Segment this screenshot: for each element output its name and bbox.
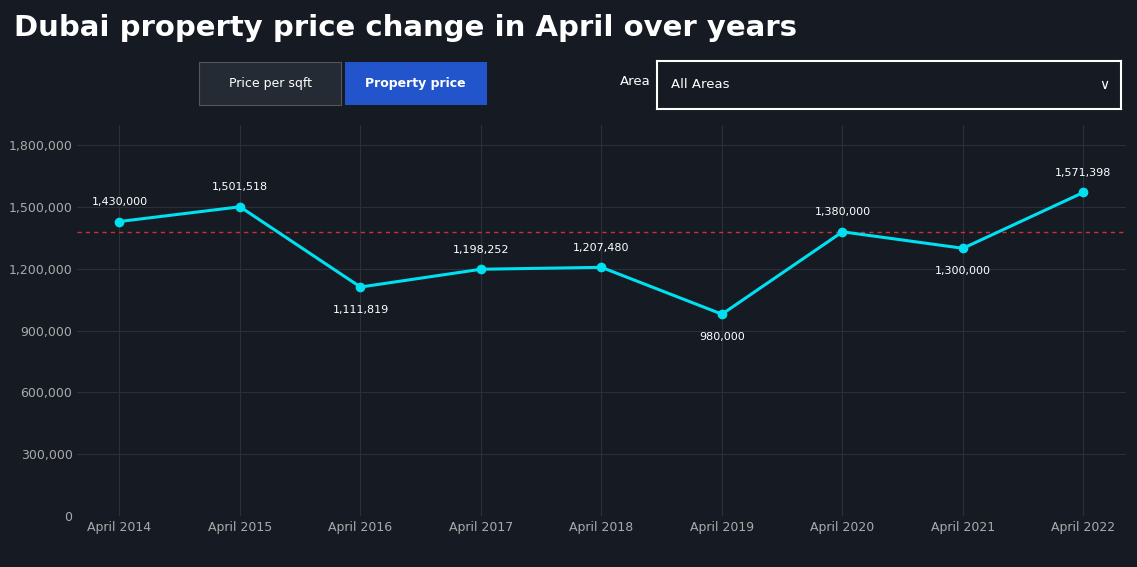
Text: 1,501,518: 1,501,518 xyxy=(211,183,268,192)
Text: 1,300,000: 1,300,000 xyxy=(935,266,991,276)
Text: 980,000: 980,000 xyxy=(699,332,745,342)
Text: 1,207,480: 1,207,480 xyxy=(573,243,630,253)
Text: 1,571,398: 1,571,398 xyxy=(1055,168,1112,178)
Text: 1,111,819: 1,111,819 xyxy=(332,304,389,315)
Text: 1,380,000: 1,380,000 xyxy=(814,208,871,217)
Text: Dubai property price change in April over years: Dubai property price change in April ove… xyxy=(14,14,797,42)
Text: 1,198,252: 1,198,252 xyxy=(453,245,509,255)
Text: 1,430,000: 1,430,000 xyxy=(91,197,148,207)
Text: Property price: Property price xyxy=(365,77,466,90)
Text: All Areas: All Areas xyxy=(671,78,730,91)
Text: Price per sqft: Price per sqft xyxy=(229,77,312,90)
Text: Area: Area xyxy=(620,75,650,87)
Text: ∨: ∨ xyxy=(1099,78,1110,92)
